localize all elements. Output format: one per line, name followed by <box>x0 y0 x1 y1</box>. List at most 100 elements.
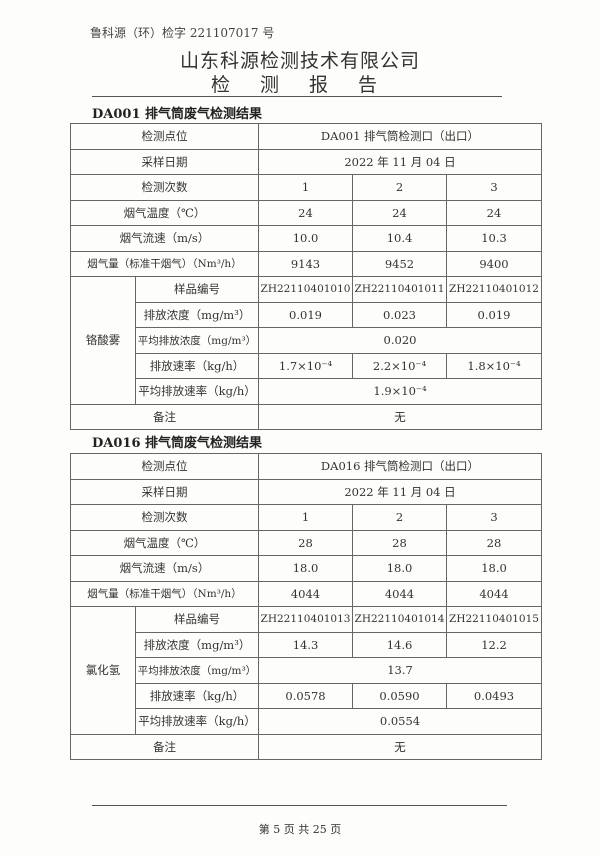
table-cell: 0.0493 <box>446 682 542 709</box>
table-cell: 烟气量（标准干烟气）（Nm³/h） <box>70 250 259 277</box>
table-cell: 0.019 <box>258 301 353 328</box>
table-cell: 10.4 <box>352 225 447 252</box>
table-row: 检测次数 1 2 3 <box>70 504 542 531</box>
table-row: 检测点位 DA001 排气筒检测口（出口） <box>70 123 542 150</box>
table-row: 备注无 <box>70 403 542 430</box>
table-cell: 排放速率（kg/h） <box>135 682 259 709</box>
table-cell: 0.0554 <box>258 708 542 735</box>
table-row: 排放速率（kg/h） 1.7×10⁻⁴ 2.2×10⁻⁴ 1.8×10⁻⁴ <box>71 352 542 379</box>
section-title: DA001 排气筒废气检测结果 <box>92 107 263 122</box>
table-row: 烟气流速（m/s） 10.0 10.4 10.3 <box>70 225 542 252</box>
table-cell: 18.0 <box>258 555 353 582</box>
table-cell: 检测点位 <box>70 453 259 480</box>
table-cell: 0.0578 <box>258 682 353 709</box>
table-cell: 烟气流速（m/s） <box>70 555 259 582</box>
table-row: 检测点位 DA016 排气筒检测口（出口） <box>70 453 542 480</box>
table-cell: 1.9×10⁻⁴ <box>258 378 542 405</box>
table-cell: 18.0 <box>446 555 542 582</box>
table-cell: 排放浓度（mg/m³） <box>135 301 259 328</box>
table-cell: 平均排放速率（kg/h） <box>135 378 259 405</box>
table-row: 排放浓度（mg/m³） 14.3 14.6 12.2 <box>71 631 542 658</box>
table-cell: 备注 <box>70 403 259 430</box>
table-cell: ZH22110401015 <box>446 606 542 633</box>
table-row: 平均排放浓度（mg/m³） 13.7 <box>71 657 542 684</box>
table-cell: 9143 <box>258 250 353 277</box>
footer-divider <box>92 805 507 806</box>
table-cell: 3 <box>446 504 542 531</box>
document-number: 鲁科源（环）检字 221107017 号 <box>90 26 275 40</box>
table-cell: DA016 排气筒检测口（出口） <box>258 453 542 480</box>
table-row: 排放浓度（mg/m³） 0.019 0.023 0.019 <box>71 301 542 328</box>
table-row: 烟气量（标准干烟气）（Nm³/h） 4044 4044 4044 <box>70 580 542 607</box>
table-cell: 10.3 <box>446 225 542 252</box>
table-cell: 烟气温度（℃） <box>70 199 259 226</box>
table-cell: 9400 <box>446 250 542 277</box>
table-cell: 采样日期 <box>70 148 259 175</box>
table-row: 烟气量（标准干烟气）（Nm³/h） 9143 9452 9400 <box>70 250 542 277</box>
table-cell: 2 <box>352 174 447 201</box>
table-cell: 28 <box>258 529 353 556</box>
table-cell: 排放速率（kg/h） <box>135 352 259 379</box>
header-divider <box>92 96 502 97</box>
table-cell: 2.2×10⁻⁴ <box>352 352 447 379</box>
table-cell: 样品编号 <box>135 606 259 633</box>
table-cell: 4044 <box>352 580 447 607</box>
table-row: 烟气流速（m/s） 18.0 18.0 18.0 <box>70 555 542 582</box>
table-cell: 3 <box>446 174 542 201</box>
table-cell: 10.0 <box>258 225 353 252</box>
table-cell: 检测次数 <box>70 174 259 201</box>
section-title: DA016 排气筒废气检测结果 <box>92 436 263 451</box>
table-cell: ZH22110401013 <box>258 606 353 633</box>
table-cell: 烟气温度（℃） <box>70 529 259 556</box>
table-cell: 1.7×10⁻⁴ <box>258 352 353 379</box>
results-table: 检测点位 DA016 排气筒检测口（出口） 采样日期 2022 年 11 月 04 … <box>70 453 542 760</box>
table-cell: 0.023 <box>352 301 447 328</box>
table-cell: 1 <box>258 174 353 201</box>
table-cell: 平均排放速率（kg/h） <box>135 708 259 735</box>
table-cell: 1 <box>258 504 353 531</box>
table-row: 氯化氢 样品编号 ZH22110401013 ZH22110401014 ZH22110… <box>70 606 542 735</box>
table-cell: 14.3 <box>258 631 353 658</box>
table-cell: 氯化氢 <box>70 606 136 735</box>
table-cell: 烟气量（标准干烟气）（Nm³/h） <box>70 580 259 607</box>
table-cell: 铬酸雾 <box>70 276 136 405</box>
report-title: 检 测 报 告 <box>210 74 390 96</box>
table-cell: 无 <box>258 733 542 760</box>
table-cell: 采样日期 <box>70 478 259 505</box>
table-cell: 检测次数 <box>70 504 259 531</box>
table-cell: 0.019 <box>446 301 542 328</box>
table-cell: 备注 <box>70 733 259 760</box>
table-row: 平均排放速率（kg/h） 0.0554 <box>71 708 542 735</box>
table-row: 采样日期 2022 年 11 月 04 日 <box>70 478 542 505</box>
table-cell: 平均排放浓度（mg/m³） <box>135 657 259 684</box>
table-cell: 9452 <box>352 250 447 277</box>
table-cell: 2 <box>352 504 447 531</box>
table-cell: 4044 <box>258 580 353 607</box>
table-cell: 12.2 <box>446 631 542 658</box>
table-cell: 排放浓度（mg/m³） <box>135 631 259 658</box>
table-cell: 烟气流速（m/s） <box>70 225 259 252</box>
table-cell: 平均排放浓度（mg/m³） <box>135 327 259 354</box>
results-table: 检测点位 DA001 排气筒检测口（出口） 采样日期 2022 年 11 月 04 … <box>70 123 542 430</box>
table-cell: 28 <box>446 529 542 556</box>
table-cell: 13.7 <box>258 657 542 684</box>
table-cell: DA001 排气筒检测口（出口） <box>258 123 542 150</box>
table-cell: 样品编号 <box>135 276 259 303</box>
table-row: 排放速率（kg/h） 0.0578 0.0590 0.0493 <box>71 682 542 709</box>
table-row: 备注无 <box>70 733 542 760</box>
table-cell: 2022 年 11 月 04 日 <box>258 148 542 175</box>
table-row: 铬酸雾 样品编号 ZH22110401010 ZH22110401011 ZH22110… <box>70 276 542 405</box>
table-cell: 0.020 <box>258 327 542 354</box>
table-row: 检测次数 1 2 3 <box>70 174 542 201</box>
table-cell: 28 <box>352 529 447 556</box>
table-cell: 24 <box>258 199 353 226</box>
table-cell: 24 <box>446 199 542 226</box>
table-cell: ZH22110401014 <box>352 606 447 633</box>
table-cell: ZH22110401010 <box>258 276 353 303</box>
table-cell: ZH22110401011 <box>352 276 447 303</box>
table-cell: 无 <box>258 403 542 430</box>
table-row: 平均排放浓度（mg/m³） 0.020 <box>71 327 542 354</box>
table-row: 烟气温度（℃） 28 28 28 <box>70 529 542 556</box>
table-row: 烟气温度（℃） 24 24 24 <box>70 199 542 226</box>
